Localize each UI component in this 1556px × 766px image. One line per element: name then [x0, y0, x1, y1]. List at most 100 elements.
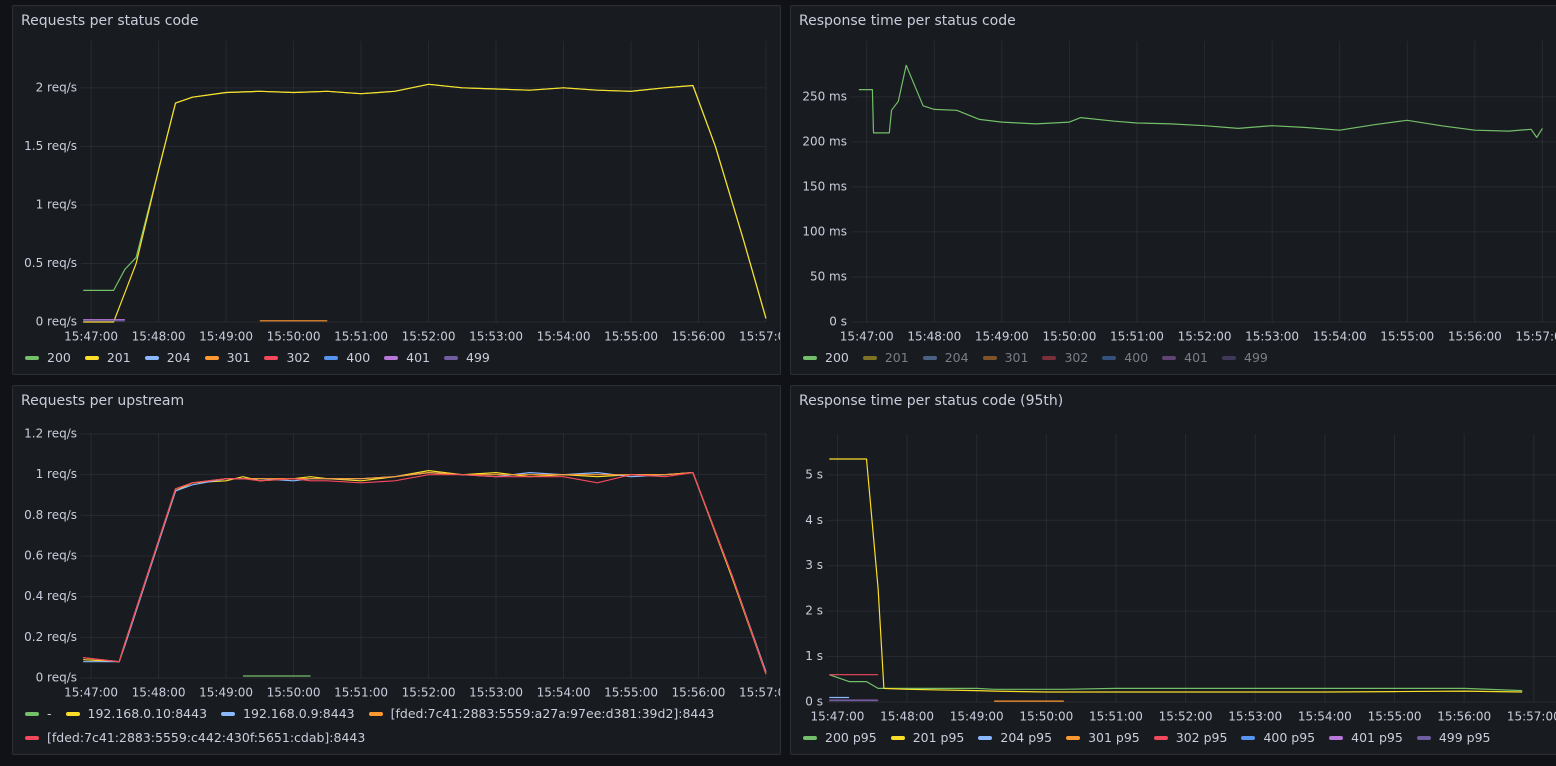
- series-line: [829, 674, 1523, 692]
- legend-item[interactable]: 200 p95: [803, 726, 877, 750]
- legend-item[interactable]: 401 p95: [1329, 726, 1403, 750]
- panel: Requests per upstream 0 req/s 0.2 req/s 0.…: [12, 385, 781, 755]
- x-tick-label: 15:52:00: [402, 686, 456, 700]
- y-tick-label: 0 s: [829, 315, 847, 329]
- x-tick-label: 15:56:00: [672, 686, 726, 700]
- x-tick-label: 15:48:00: [907, 330, 961, 344]
- x-tick-label: 15:51:00: [1089, 710, 1143, 724]
- x-tick-label: 15:56:00: [1437, 710, 1491, 724]
- x-tick-label: 15:51:00: [334, 686, 388, 700]
- x-tick-label: 15:56:00: [1448, 330, 1502, 344]
- x-tick-label: 15:48:00: [880, 710, 934, 724]
- legend-item[interactable]: 192.168.0.10:8443: [65, 702, 207, 726]
- legend-label: 201 p95: [912, 730, 965, 745]
- legend-swatch: [982, 356, 997, 360]
- chart: 0 req/s 0.2 req/s 0.4 req/s 0.6 req/s 0.8 re…: [24, 427, 781, 700]
- x-tick-label: 15:57:00: [739, 330, 781, 344]
- x-tick-label: 15:57:00: [739, 686, 781, 700]
- legend-item[interactable]: 301 p95: [1066, 726, 1140, 750]
- legend-swatch: [978, 736, 993, 740]
- legend-item[interactable]: [fded:7c41:2883:5559:c442:430f:5651:cdab…: [25, 726, 365, 750]
- legend-item[interactable]: 201: [862, 346, 909, 370]
- x-tick-label: 15:47:00: [810, 710, 864, 724]
- legend-item[interactable]: 499: [444, 346, 490, 370]
- legend-item[interactable]: 192.168.0.9:8443: [221, 702, 355, 726]
- y-tick-label: 0 req/s: [36, 671, 77, 685]
- legend-swatch: [65, 712, 80, 716]
- legend-item[interactable]: 200: [25, 346, 71, 370]
- legend-swatch: [1102, 356, 1117, 360]
- x-tick-label: 15:50:00: [267, 330, 321, 344]
- legend-label: -: [47, 706, 52, 721]
- legend-item[interactable]: 401: [1162, 346, 1208, 370]
- legend-item[interactable]: 204: [144, 346, 191, 370]
- x-tick-label: 15:50:00: [1019, 710, 1073, 724]
- legend-item[interactable]: 401: [384, 346, 430, 370]
- y-tick-label: 0.6 req/s: [24, 549, 77, 563]
- legend-item[interactable]: 400: [1102, 346, 1148, 370]
- y-tick-label: 3 s: [805, 558, 823, 572]
- legend-swatch: [1162, 356, 1177, 360]
- legend-label: 200: [47, 350, 71, 365]
- chart: 0 s 1 s 2 s 3 s 4 s 5 s 15:47:00 15:48:00 15:49:…: [805, 434, 1556, 724]
- legend-label: 302 p95: [1175, 730, 1228, 745]
- x-tick-label: 15:53:00: [469, 686, 523, 700]
- x-tick-label: 15:53:00: [1245, 330, 1299, 344]
- panel-title: Response time per status code (95th): [799, 393, 1064, 409]
- legend-label: 204: [944, 350, 969, 365]
- legend-label: 401: [406, 350, 431, 365]
- y-tick-label: 1 req/s: [36, 467, 77, 481]
- legend-item[interactable]: 400 p95: [1241, 726, 1315, 750]
- legend-item[interactable]: 499 p95: [1416, 726, 1491, 750]
- x-tick-label: 15:53:00: [1228, 710, 1282, 724]
- x-tick-label: 15:54:00: [537, 330, 591, 344]
- legend-swatch: [144, 356, 159, 360]
- legend-label: 201: [106, 350, 131, 365]
- legend-swatch: [862, 356, 877, 360]
- legend-swatch: [204, 356, 219, 360]
- legend-swatch: [803, 356, 817, 360]
- legend-label: 201: [884, 350, 909, 365]
- y-tick-label: 0 s: [805, 695, 823, 709]
- legend-item[interactable]: 499: [1222, 346, 1268, 370]
- series-line: [83, 470, 767, 675]
- chart: 0 s 50 ms 100 ms 150 ms 200 ms 250 ms 15:47:00…: [802, 41, 1556, 344]
- legend-swatch: [25, 736, 39, 740]
- legend-item[interactable]: -: [25, 702, 52, 726]
- x-tick-label: 15:50:00: [267, 686, 321, 700]
- legend-swatch: [84, 356, 99, 360]
- legend-item[interactable]: 302 p95: [1153, 726, 1228, 750]
- panel: Response time per status code 0 s 50 ms 10…: [790, 5, 1556, 375]
- legend-item[interactable]: 201 p95: [890, 726, 965, 750]
- legend-item[interactable]: 301: [982, 346, 1028, 370]
- legend-item[interactable]: 302: [264, 346, 310, 370]
- series-line: [858, 64, 1543, 138]
- x-tick-label: 15:54:00: [1313, 330, 1367, 344]
- x-tick-label: 15:52:00: [1159, 710, 1213, 724]
- legend: 200 201 204 301 302 400 401 499: [25, 346, 770, 370]
- legend-label: 499: [466, 350, 490, 365]
- legend-label: [fded:7c41:2883:5559:c442:430f:5651:cdab…: [47, 730, 366, 745]
- x-tick-label: 15:48:00: [132, 686, 186, 700]
- y-tick-label: 5 s: [805, 467, 823, 481]
- panel-title: Response time per status code: [799, 13, 1016, 29]
- series-line: [83, 83, 767, 319]
- legend-item[interactable]: [fded:7c41:2883:5559:a27a:97ee:d381:39d2…: [368, 702, 714, 726]
- legend-item[interactable]: 400: [324, 346, 370, 370]
- legend-label: 192.168.0.9:8443: [243, 706, 355, 721]
- panel: Response time per status code (95th) 0 s…: [790, 385, 1556, 755]
- legend-item[interactable]: 204: [922, 346, 969, 370]
- legend-item[interactable]: 302: [1042, 346, 1088, 370]
- legend-label: 200: [825, 350, 849, 365]
- legend-item[interactable]: 200: [803, 346, 849, 370]
- x-tick-label: 15:55:00: [1368, 710, 1422, 724]
- y-tick-label: 1 s: [805, 649, 823, 663]
- x-tick-label: 15:52:00: [402, 330, 456, 344]
- y-tick-label: 0.4 req/s: [24, 589, 77, 603]
- legend-swatch: [444, 356, 459, 360]
- legend-item[interactable]: 201: [84, 346, 131, 370]
- legend-item[interactable]: 204 p95: [978, 726, 1052, 750]
- legend-label: 301: [226, 350, 251, 365]
- y-tick-label: 2 s: [805, 604, 823, 618]
- legend-item[interactable]: 301: [204, 346, 251, 370]
